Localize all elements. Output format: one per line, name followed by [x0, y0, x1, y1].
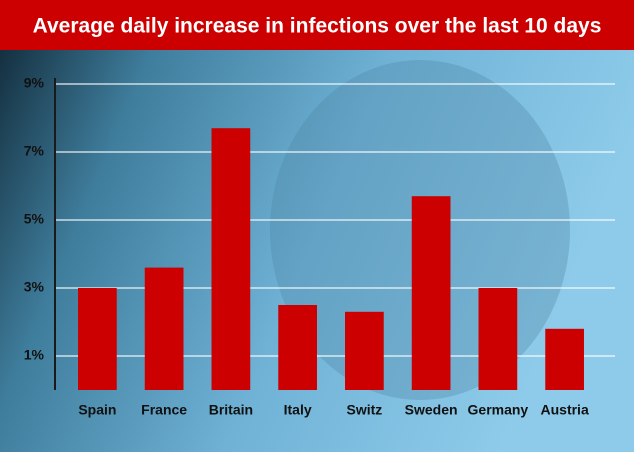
x-tick-label: Germany — [468, 402, 529, 418]
chart-title: Average daily increase in infections ove… — [33, 15, 602, 38]
x-tick-label: France — [141, 402, 187, 418]
x-tick-label: Switz — [346, 402, 382, 418]
bar — [144, 267, 184, 390]
y-tick-label: 7% — [24, 143, 45, 159]
bar — [411, 196, 451, 390]
bar — [545, 328, 584, 390]
y-tick-label: 9% — [24, 75, 45, 91]
x-tick-label: Italy — [284, 402, 312, 418]
y-tick-label: 5% — [24, 211, 45, 227]
y-tick-label: 3% — [24, 279, 45, 295]
bar — [345, 311, 384, 390]
x-tick-label: Spain — [78, 402, 116, 418]
title-banner — [0, 0, 634, 50]
bar — [78, 288, 117, 390]
bar — [278, 305, 317, 390]
bar — [211, 128, 251, 390]
y-tick-label: 1% — [24, 347, 45, 363]
bar — [478, 288, 518, 390]
x-tick-label: Austria — [541, 402, 589, 418]
x-tick-label: Sweden — [405, 402, 458, 418]
x-tick-label: Britain — [209, 402, 253, 418]
